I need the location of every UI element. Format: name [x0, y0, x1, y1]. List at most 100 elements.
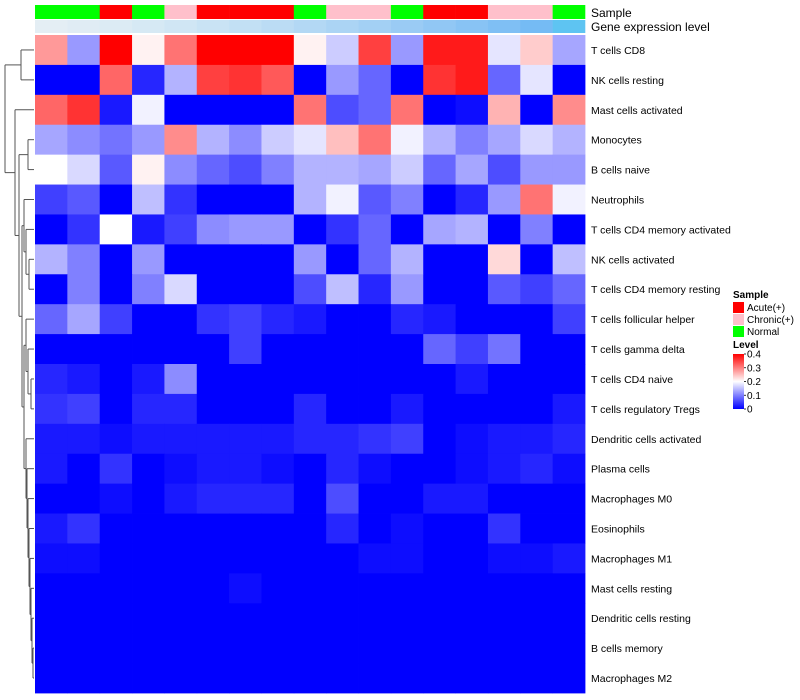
heatmap-cell — [35, 393, 68, 425]
row-label: Monocytes — [591, 135, 642, 147]
heatmap-cell — [67, 274, 101, 305]
sample-annotation-cell — [520, 5, 553, 19]
heatmap-cell — [455, 184, 489, 215]
heatmap-cell — [261, 64, 295, 96]
heatmap-cell — [229, 154, 262, 185]
heatmap-cell — [67, 633, 101, 664]
heatmap-cell — [520, 483, 554, 514]
heatmap-cell — [293, 214, 327, 245]
heatmap-cell — [455, 573, 489, 604]
heatmap-cell — [229, 483, 262, 514]
heatmap-cell — [132, 393, 165, 425]
heatmap-cell — [132, 184, 165, 215]
heatmap-cell — [358, 64, 392, 96]
heatmap-cell — [293, 154, 327, 185]
heatmap-cell — [35, 35, 68, 66]
heatmap-cell — [293, 64, 327, 96]
sample-annotation-cell — [423, 5, 456, 19]
heatmap-cell — [35, 633, 68, 664]
heatmap-cell — [455, 423, 489, 455]
heatmap-cell — [390, 124, 424, 156]
sample-annotation-label: Sample — [591, 6, 632, 20]
expression-annotation-cell — [229, 20, 262, 33]
heatmap-cell — [552, 423, 586, 455]
sample-legend-title: Sample — [733, 290, 769, 301]
heatmap-cell — [196, 94, 230, 126]
row-label: T cells CD4 memory activated — [591, 224, 731, 236]
heatmap-cell — [293, 543, 327, 574]
row-label: Neutrophils — [591, 195, 644, 207]
heatmap-cell — [520, 573, 554, 604]
heatmap-cell — [261, 214, 295, 245]
heatmap-cell — [99, 304, 133, 335]
heatmap-cell — [487, 154, 521, 185]
heatmap-cell — [196, 154, 230, 185]
heatmap-cell — [520, 244, 554, 275]
expression-annotation-bar — [35, 20, 586, 33]
heatmap-cell — [99, 154, 133, 185]
heatmap-cell — [552, 663, 586, 694]
heatmap-cell — [326, 423, 359, 455]
heatmap-cell — [164, 423, 198, 455]
sample-annotation-cell — [358, 5, 392, 19]
heatmap-cell — [487, 663, 521, 694]
heatmap-cell — [552, 543, 586, 574]
legend-label: Normal — [747, 327, 779, 338]
heatmap-cell — [196, 64, 230, 96]
heatmap-cell — [455, 244, 489, 275]
heatmap-cell — [164, 124, 198, 156]
heatmap-cell — [196, 573, 230, 604]
heatmap-cell — [99, 364, 133, 395]
heatmap-cell — [229, 124, 262, 156]
heatmap-cell — [326, 274, 359, 305]
row-label: T cells gamma delta — [591, 344, 685, 356]
heatmap-cell — [326, 483, 359, 514]
heatmap-cell — [132, 603, 165, 634]
heatmap-cell — [67, 35, 101, 66]
heatmap-cell — [35, 543, 68, 574]
level-tick-label: 0.1 — [747, 391, 761, 402]
heatmap-cell — [261, 543, 295, 574]
heatmap-cell — [164, 483, 198, 514]
expression-annotation-cell — [67, 20, 101, 33]
heatmap-cell — [132, 453, 165, 485]
heatmap-cell — [261, 124, 295, 156]
heatmap-cell — [99, 603, 133, 634]
heatmap-cell — [520, 274, 554, 305]
sample-legend: Sample Acute(+)Chronic(+)Normal — [733, 290, 794, 338]
heatmap-cell — [390, 543, 424, 574]
heatmap-cell — [132, 244, 165, 275]
heatmap-cell — [293, 603, 327, 634]
expression-annotation-cell — [261, 20, 295, 33]
heatmap-cell — [67, 453, 101, 485]
heatmap-cell — [229, 64, 262, 96]
heatmap-cell — [164, 64, 198, 96]
heatmap-cell — [261, 35, 295, 66]
heatmap-cell — [390, 184, 424, 215]
heatmap-cell — [35, 304, 68, 335]
heatmap-cell — [487, 334, 521, 365]
heatmap-cell — [390, 244, 424, 275]
heatmap-cell — [520, 94, 554, 126]
heatmap-cell — [423, 543, 456, 574]
heatmap-cell — [261, 513, 295, 544]
heatmap-cell — [261, 154, 295, 185]
heatmap-cell — [293, 35, 327, 66]
heatmap-cell — [552, 184, 586, 215]
sample-annotation-cell — [326, 5, 359, 19]
expression-annotation-cell — [132, 20, 165, 33]
heatmap-cell — [293, 304, 327, 335]
level-tick-label: 0.2 — [747, 377, 761, 388]
heatmap-cell — [487, 633, 521, 664]
heatmap-cell — [229, 543, 262, 574]
expression-annotation-cell — [35, 20, 68, 33]
heatmap-cell — [552, 244, 586, 275]
heatmap-cell — [67, 663, 101, 694]
heatmap-cell — [487, 184, 521, 215]
level-tick-label: 0.3 — [747, 363, 761, 374]
row-label: T cells regulatory Tregs — [591, 404, 700, 416]
heatmap-cell — [326, 154, 359, 185]
legend-swatch — [733, 302, 744, 313]
sample-annotation-cell — [455, 5, 489, 19]
heatmap-cell — [35, 94, 68, 126]
